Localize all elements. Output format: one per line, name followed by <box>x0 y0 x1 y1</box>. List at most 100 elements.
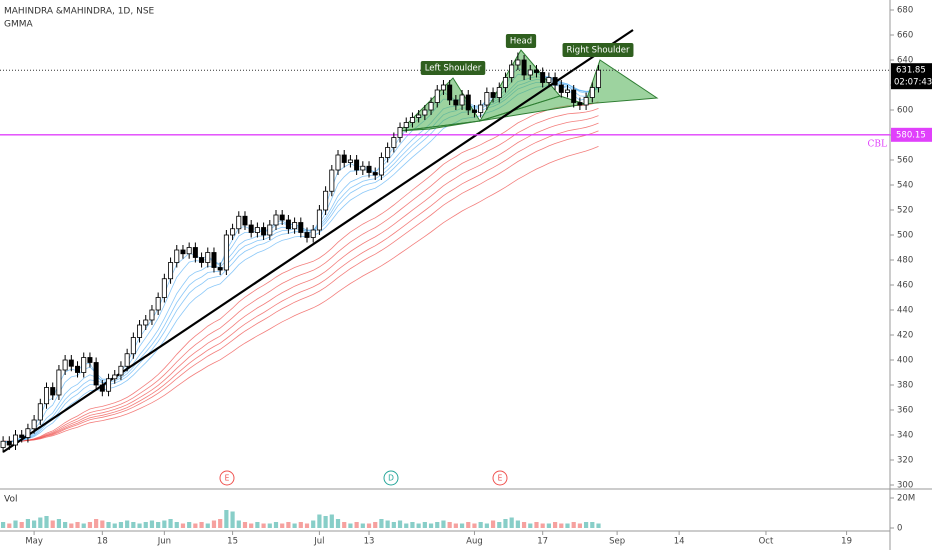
candle-body <box>87 357 93 363</box>
volume-bar <box>87 522 93 528</box>
candle-body <box>118 365 124 376</box>
volume-bar <box>211 520 217 528</box>
volume-bar <box>255 522 260 528</box>
candle-body <box>515 59 521 66</box>
volume-bar <box>131 522 136 528</box>
volume-bar <box>168 519 173 528</box>
volume-bar <box>521 522 527 528</box>
candle-body <box>378 157 384 176</box>
volume-bar <box>162 520 167 528</box>
candle-body <box>490 92 496 98</box>
candle-body <box>397 127 403 138</box>
volume-bar <box>205 523 210 528</box>
volume-bar <box>428 523 434 528</box>
candle-body <box>242 215 248 226</box>
event-marker <box>219 470 235 486</box>
volume-bar <box>397 520 403 528</box>
volume-bar <box>453 523 458 528</box>
event-marker <box>383 470 399 486</box>
volume-bar <box>422 522 427 528</box>
x-tick-label: 14 <box>674 537 685 547</box>
volume-bar <box>13 520 18 528</box>
candle-body <box>236 215 242 230</box>
event-label: E <box>225 474 230 483</box>
candle-body <box>217 267 223 271</box>
volume-bar <box>329 514 334 528</box>
candle-body <box>56 369 62 396</box>
volume-bar <box>56 519 62 528</box>
x-tick-label: 18 <box>97 537 108 547</box>
candle-body <box>440 84 446 91</box>
candle-body <box>248 224 254 233</box>
candle-body <box>521 59 527 76</box>
indicator-name: GMMA <box>4 20 34 30</box>
y-tick-label: 420 <box>897 331 913 341</box>
volume-bar <box>342 522 347 528</box>
y-tick-label: 540 <box>897 181 913 191</box>
volume-bar <box>484 523 489 528</box>
volume-bar <box>472 523 477 528</box>
candle-body <box>329 169 335 192</box>
volume-bar <box>583 522 589 528</box>
volume-bar <box>280 523 285 528</box>
candle-body <box>13 434 19 446</box>
event-label: D <box>388 474 394 483</box>
candle-body <box>527 69 533 76</box>
candle-body <box>533 69 539 73</box>
volume-tick-label: 0 <box>897 524 902 534</box>
volume-bar <box>546 523 551 528</box>
volume-bar <box>571 522 576 528</box>
volume-bar <box>559 523 564 528</box>
candle-body <box>62 359 68 371</box>
candle-body <box>428 102 434 111</box>
candle-body <box>75 365 81 373</box>
volume-bar <box>435 522 440 528</box>
candle-body <box>285 219 291 230</box>
volume-bar <box>366 523 372 528</box>
last-price-box <box>891 63 932 90</box>
y-tick-label: 560 <box>897 156 913 166</box>
volume-bar <box>25 519 31 528</box>
volume-bar <box>224 510 229 528</box>
candle-body <box>447 84 453 101</box>
volume-tick-label: 20M <box>897 494 915 504</box>
volume-bar <box>466 522 471 528</box>
volume-bar <box>298 522 303 528</box>
candle-body <box>366 165 372 173</box>
volume-bar <box>199 522 204 528</box>
volume-bar <box>335 519 341 528</box>
volume-bar <box>180 523 186 528</box>
volume-bar <box>379 519 384 528</box>
volume-bar <box>106 522 111 528</box>
volume-bar <box>261 523 266 528</box>
candle-body <box>589 87 595 98</box>
x-tick-label: Jul <box>313 537 324 547</box>
candle-body <box>205 252 211 263</box>
volume-bar <box>38 517 43 528</box>
volume-bar <box>404 523 409 528</box>
candle-body <box>19 434 25 438</box>
volume-bar <box>112 523 117 528</box>
candle-body <box>99 384 105 392</box>
y-tick-label: 500 <box>897 231 913 241</box>
volume-bar <box>69 523 74 528</box>
candle-body <box>571 89 577 103</box>
cbl-name: CBL <box>868 139 888 149</box>
volume-bar <box>590 522 595 528</box>
candle-body <box>502 77 508 88</box>
volume-bar <box>304 523 310 528</box>
x-tick-label: 13 <box>364 537 375 547</box>
candle-body <box>434 89 440 103</box>
candle-body <box>267 224 273 236</box>
annotation: Head <box>505 34 537 48</box>
volume-bar <box>373 522 378 528</box>
volume-bar <box>311 520 316 528</box>
cbl-value-label: 580.15 <box>896 130 926 140</box>
candle-body <box>25 428 31 438</box>
annotation-label: Left Shoulder <box>425 64 482 74</box>
candle-body <box>186 247 192 255</box>
annotation-box <box>420 61 486 75</box>
volume-bar <box>515 520 520 528</box>
